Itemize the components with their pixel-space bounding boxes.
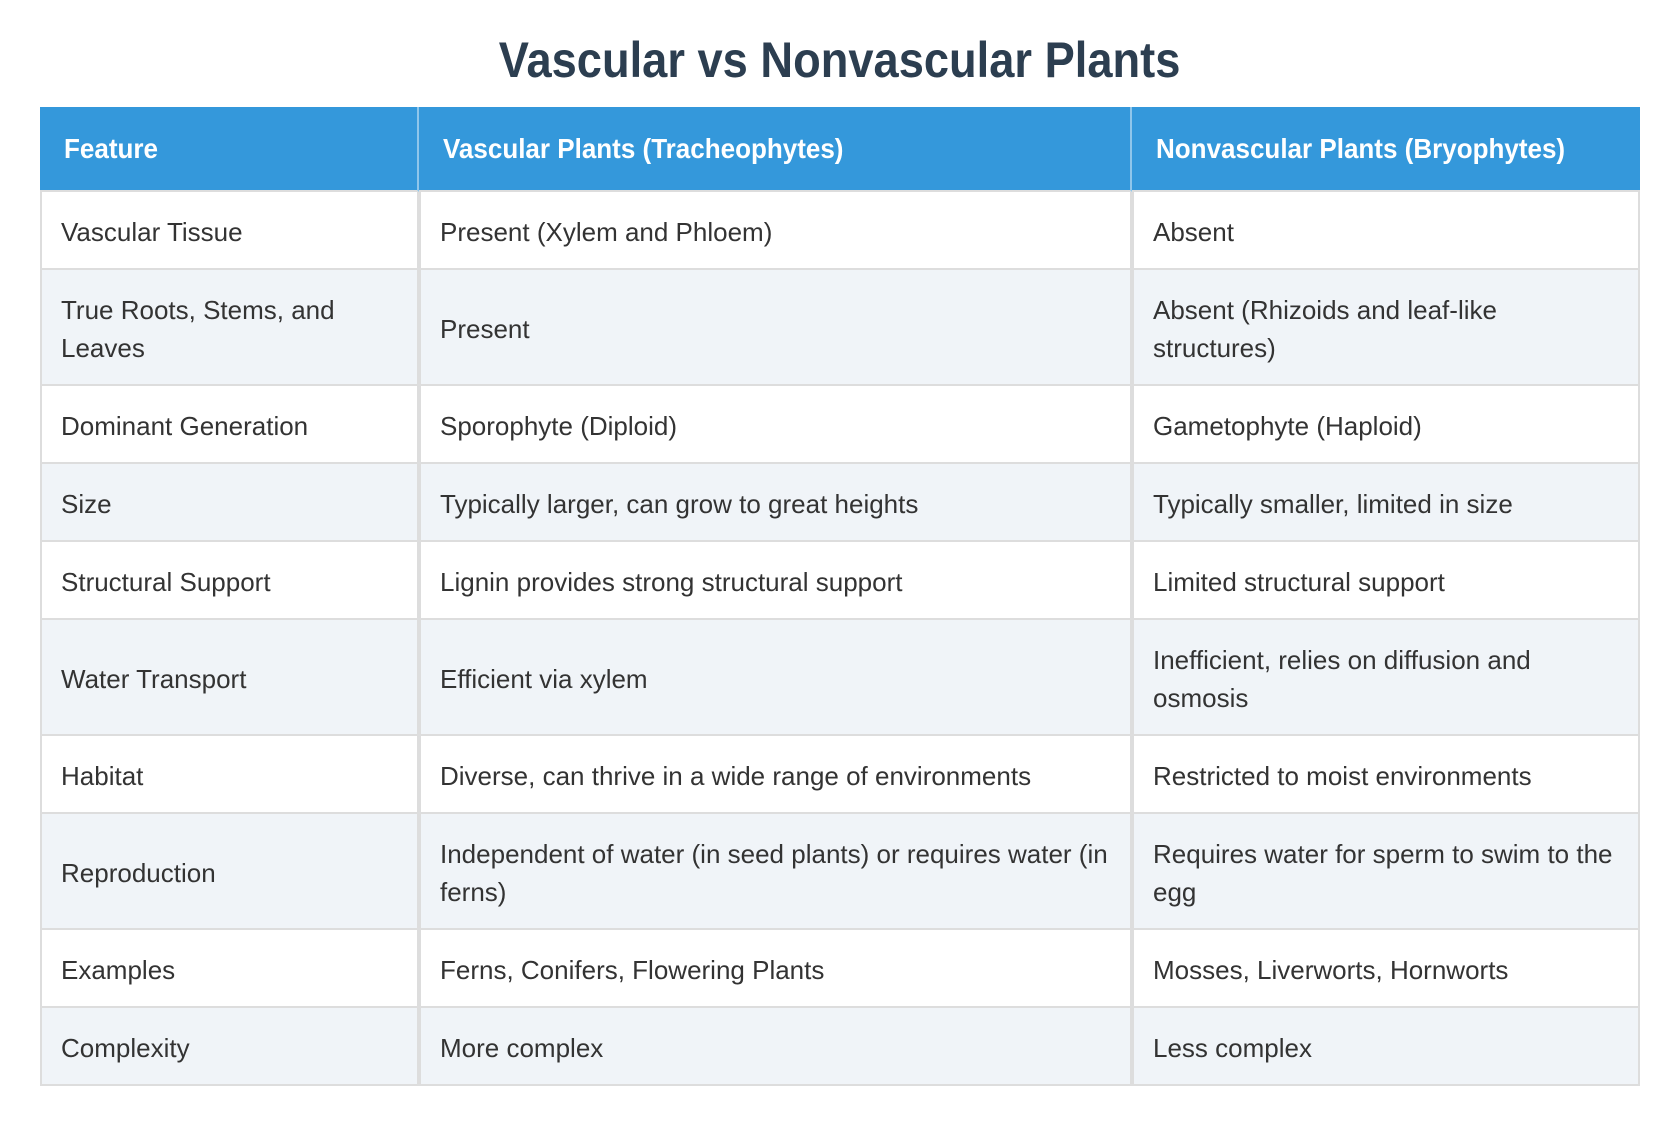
table-row: Habitat Diverse, can thrive in a wide ra… bbox=[40, 736, 1640, 814]
feature-cell: Vascular Tissue bbox=[40, 192, 419, 270]
table-row: Size Typically larger, can grow to great… bbox=[40, 464, 1640, 542]
vascular-cell: Present (Xylem and Phloem) bbox=[419, 192, 1132, 270]
comparison-table: Feature Vascular Plants (Tracheophytes) … bbox=[40, 107, 1640, 1086]
table-row: Examples Ferns, Conifers, Flowering Plan… bbox=[40, 930, 1640, 1008]
table-row: Vascular Tissue Present (Xylem and Phloe… bbox=[40, 192, 1640, 270]
vascular-cell: More complex bbox=[419, 1008, 1132, 1086]
nonvascular-cell: Requires water for sperm to swim to the … bbox=[1132, 814, 1640, 930]
feature-cell: Complexity bbox=[40, 1008, 419, 1086]
vascular-cell: Sporophyte (Diploid) bbox=[419, 386, 1132, 464]
header-cell-vascular: Vascular Plants (Tracheophytes) bbox=[419, 107, 1132, 192]
feature-cell: True Roots, Stems, and Leaves bbox=[40, 270, 419, 386]
nonvascular-cell: Absent bbox=[1132, 192, 1640, 270]
feature-cell: Dominant Generation bbox=[40, 386, 419, 464]
feature-cell: Habitat bbox=[40, 736, 419, 814]
feature-cell: Water Transport bbox=[40, 620, 419, 736]
header-row: Feature Vascular Plants (Tracheophytes) … bbox=[40, 107, 1640, 192]
nonvascular-cell: Inefficient, relies on diffusion and osm… bbox=[1132, 620, 1640, 736]
table-row: Reproduction Independent of water (in se… bbox=[40, 814, 1640, 930]
nonvascular-cell: Typically smaller, limited in size bbox=[1132, 464, 1640, 542]
vascular-cell: Diverse, can thrive in a wide range of e… bbox=[419, 736, 1132, 814]
feature-cell: Structural Support bbox=[40, 542, 419, 620]
feature-cell: Examples bbox=[40, 930, 419, 1008]
feature-cell: Reproduction bbox=[40, 814, 419, 930]
header-cell-feature: Feature bbox=[40, 107, 419, 192]
table-row: True Roots, Stems, and Leaves Present Ab… bbox=[40, 270, 1640, 386]
header-cell-vascular-label: Vascular Plants (Tracheophytes) bbox=[443, 133, 844, 164]
nonvascular-cell: Restricted to moist environments bbox=[1132, 736, 1640, 814]
nonvascular-cell: Mosses, Liverworts, Hornworts bbox=[1132, 930, 1640, 1008]
table-row: Dominant Generation Sporophyte (Diploid)… bbox=[40, 386, 1640, 464]
table-header: Feature Vascular Plants (Tracheophytes) … bbox=[40, 107, 1640, 192]
table-row: Water Transport Efficient via xylem Inef… bbox=[40, 620, 1640, 736]
vascular-cell: Independent of water (in seed plants) or… bbox=[419, 814, 1132, 930]
nonvascular-cell: Less complex bbox=[1132, 1008, 1640, 1086]
table-body: Vascular Tissue Present (Xylem and Phloe… bbox=[40, 192, 1640, 1086]
header-cell-nonvascular-label: Nonvascular Plants (Bryophytes) bbox=[1156, 133, 1566, 164]
page-title-text: Vascular vs Nonvascular Plants bbox=[499, 32, 1181, 88]
feature-cell: Size bbox=[40, 464, 419, 542]
header-cell-nonvascular: Nonvascular Plants (Bryophytes) bbox=[1132, 107, 1640, 192]
vascular-cell: Ferns, Conifers, Flowering Plants bbox=[419, 930, 1132, 1008]
page: Vascular vs Nonvascular Plants Feature V… bbox=[0, 31, 1680, 1086]
table-row: Complexity More complex Less complex bbox=[40, 1008, 1640, 1086]
nonvascular-cell: Gametophyte (Haploid) bbox=[1132, 386, 1640, 464]
vascular-cell: Typically larger, can grow to great heig… bbox=[419, 464, 1132, 542]
nonvascular-cell: Absent (Rhizoids and leaf-like structure… bbox=[1132, 270, 1640, 386]
vascular-cell: Efficient via xylem bbox=[419, 620, 1132, 736]
vascular-cell: Lignin provides strong structural suppor… bbox=[419, 542, 1132, 620]
header-cell-feature-label: Feature bbox=[64, 133, 158, 164]
page-title: Vascular vs Nonvascular Plants bbox=[40, 31, 1640, 89]
nonvascular-cell: Limited structural support bbox=[1132, 542, 1640, 620]
vascular-cell: Present bbox=[419, 270, 1132, 386]
table-row: Structural Support Lignin provides stron… bbox=[40, 542, 1640, 620]
